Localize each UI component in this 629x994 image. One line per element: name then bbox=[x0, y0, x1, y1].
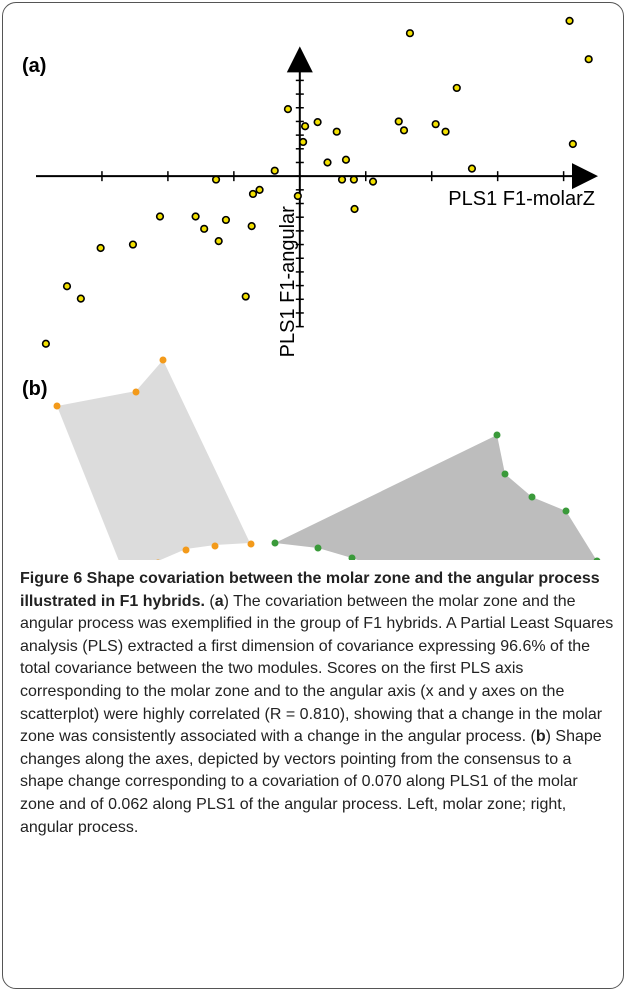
data-point bbox=[452, 83, 461, 93]
data-point bbox=[584, 55, 593, 64]
data-point bbox=[568, 139, 577, 149]
data-point bbox=[248, 189, 258, 199]
data-point bbox=[211, 175, 221, 184]
data-point bbox=[467, 164, 477, 173]
data-point bbox=[349, 175, 358, 184]
figure-caption: Figure 6 Shape covariation between the m… bbox=[20, 568, 614, 839]
data-point bbox=[431, 120, 440, 129]
figure-plot: (a) (b) PLS1 F1-molarZ PLS1 F1-angular bbox=[22, 16, 601, 560]
data-point bbox=[394, 117, 403, 126]
caption-text: ) The covariation between the molar zone… bbox=[20, 592, 614, 746]
panel-label: (b) bbox=[22, 378, 48, 400]
data-point bbox=[332, 127, 341, 136]
data-point bbox=[255, 185, 264, 194]
caption-text: ) Shape changes along the axes, depicted… bbox=[20, 728, 602, 836]
data-point bbox=[76, 294, 85, 303]
x-axis-label: PLS1 F1-molarZ bbox=[448, 188, 595, 210]
data-point bbox=[221, 215, 231, 225]
data-point bbox=[399, 126, 409, 135]
data-point bbox=[155, 212, 165, 221]
data-point bbox=[300, 122, 310, 131]
data-point bbox=[323, 158, 332, 167]
data-point bbox=[350, 204, 359, 214]
y-axis-label: PLS1 F1-angular bbox=[277, 206, 299, 358]
data-point bbox=[283, 105, 293, 114]
caption-text: ( bbox=[204, 592, 215, 610]
caption-text: a bbox=[214, 592, 224, 610]
data-point bbox=[299, 137, 308, 147]
data-point bbox=[341, 155, 351, 164]
data-point bbox=[337, 175, 347, 184]
x-axis-arrow bbox=[572, 163, 598, 190]
data-point bbox=[405, 29, 415, 38]
caption-title: Figure 6 Shape covariation between the m… bbox=[20, 570, 600, 610]
data-point bbox=[247, 221, 256, 231]
data-point bbox=[565, 16, 574, 25]
data-point bbox=[41, 339, 50, 348]
shape-angular bbox=[271, 431, 601, 560]
data-point bbox=[214, 237, 223, 246]
data-point bbox=[96, 243, 105, 253]
data-point bbox=[200, 224, 209, 233]
caption-text: b bbox=[535, 728, 546, 746]
data-point bbox=[270, 166, 279, 175]
data-point bbox=[241, 292, 250, 301]
data-point bbox=[293, 191, 302, 201]
data-point bbox=[191, 212, 200, 221]
shape-molar bbox=[53, 356, 255, 560]
data-point bbox=[128, 240, 138, 249]
data-point bbox=[62, 282, 72, 291]
y-axis-arrow bbox=[286, 46, 313, 73]
data-point bbox=[368, 177, 378, 186]
data-point bbox=[441, 127, 450, 136]
data-point bbox=[313, 118, 322, 127]
panel-label: (a) bbox=[22, 55, 46, 77]
